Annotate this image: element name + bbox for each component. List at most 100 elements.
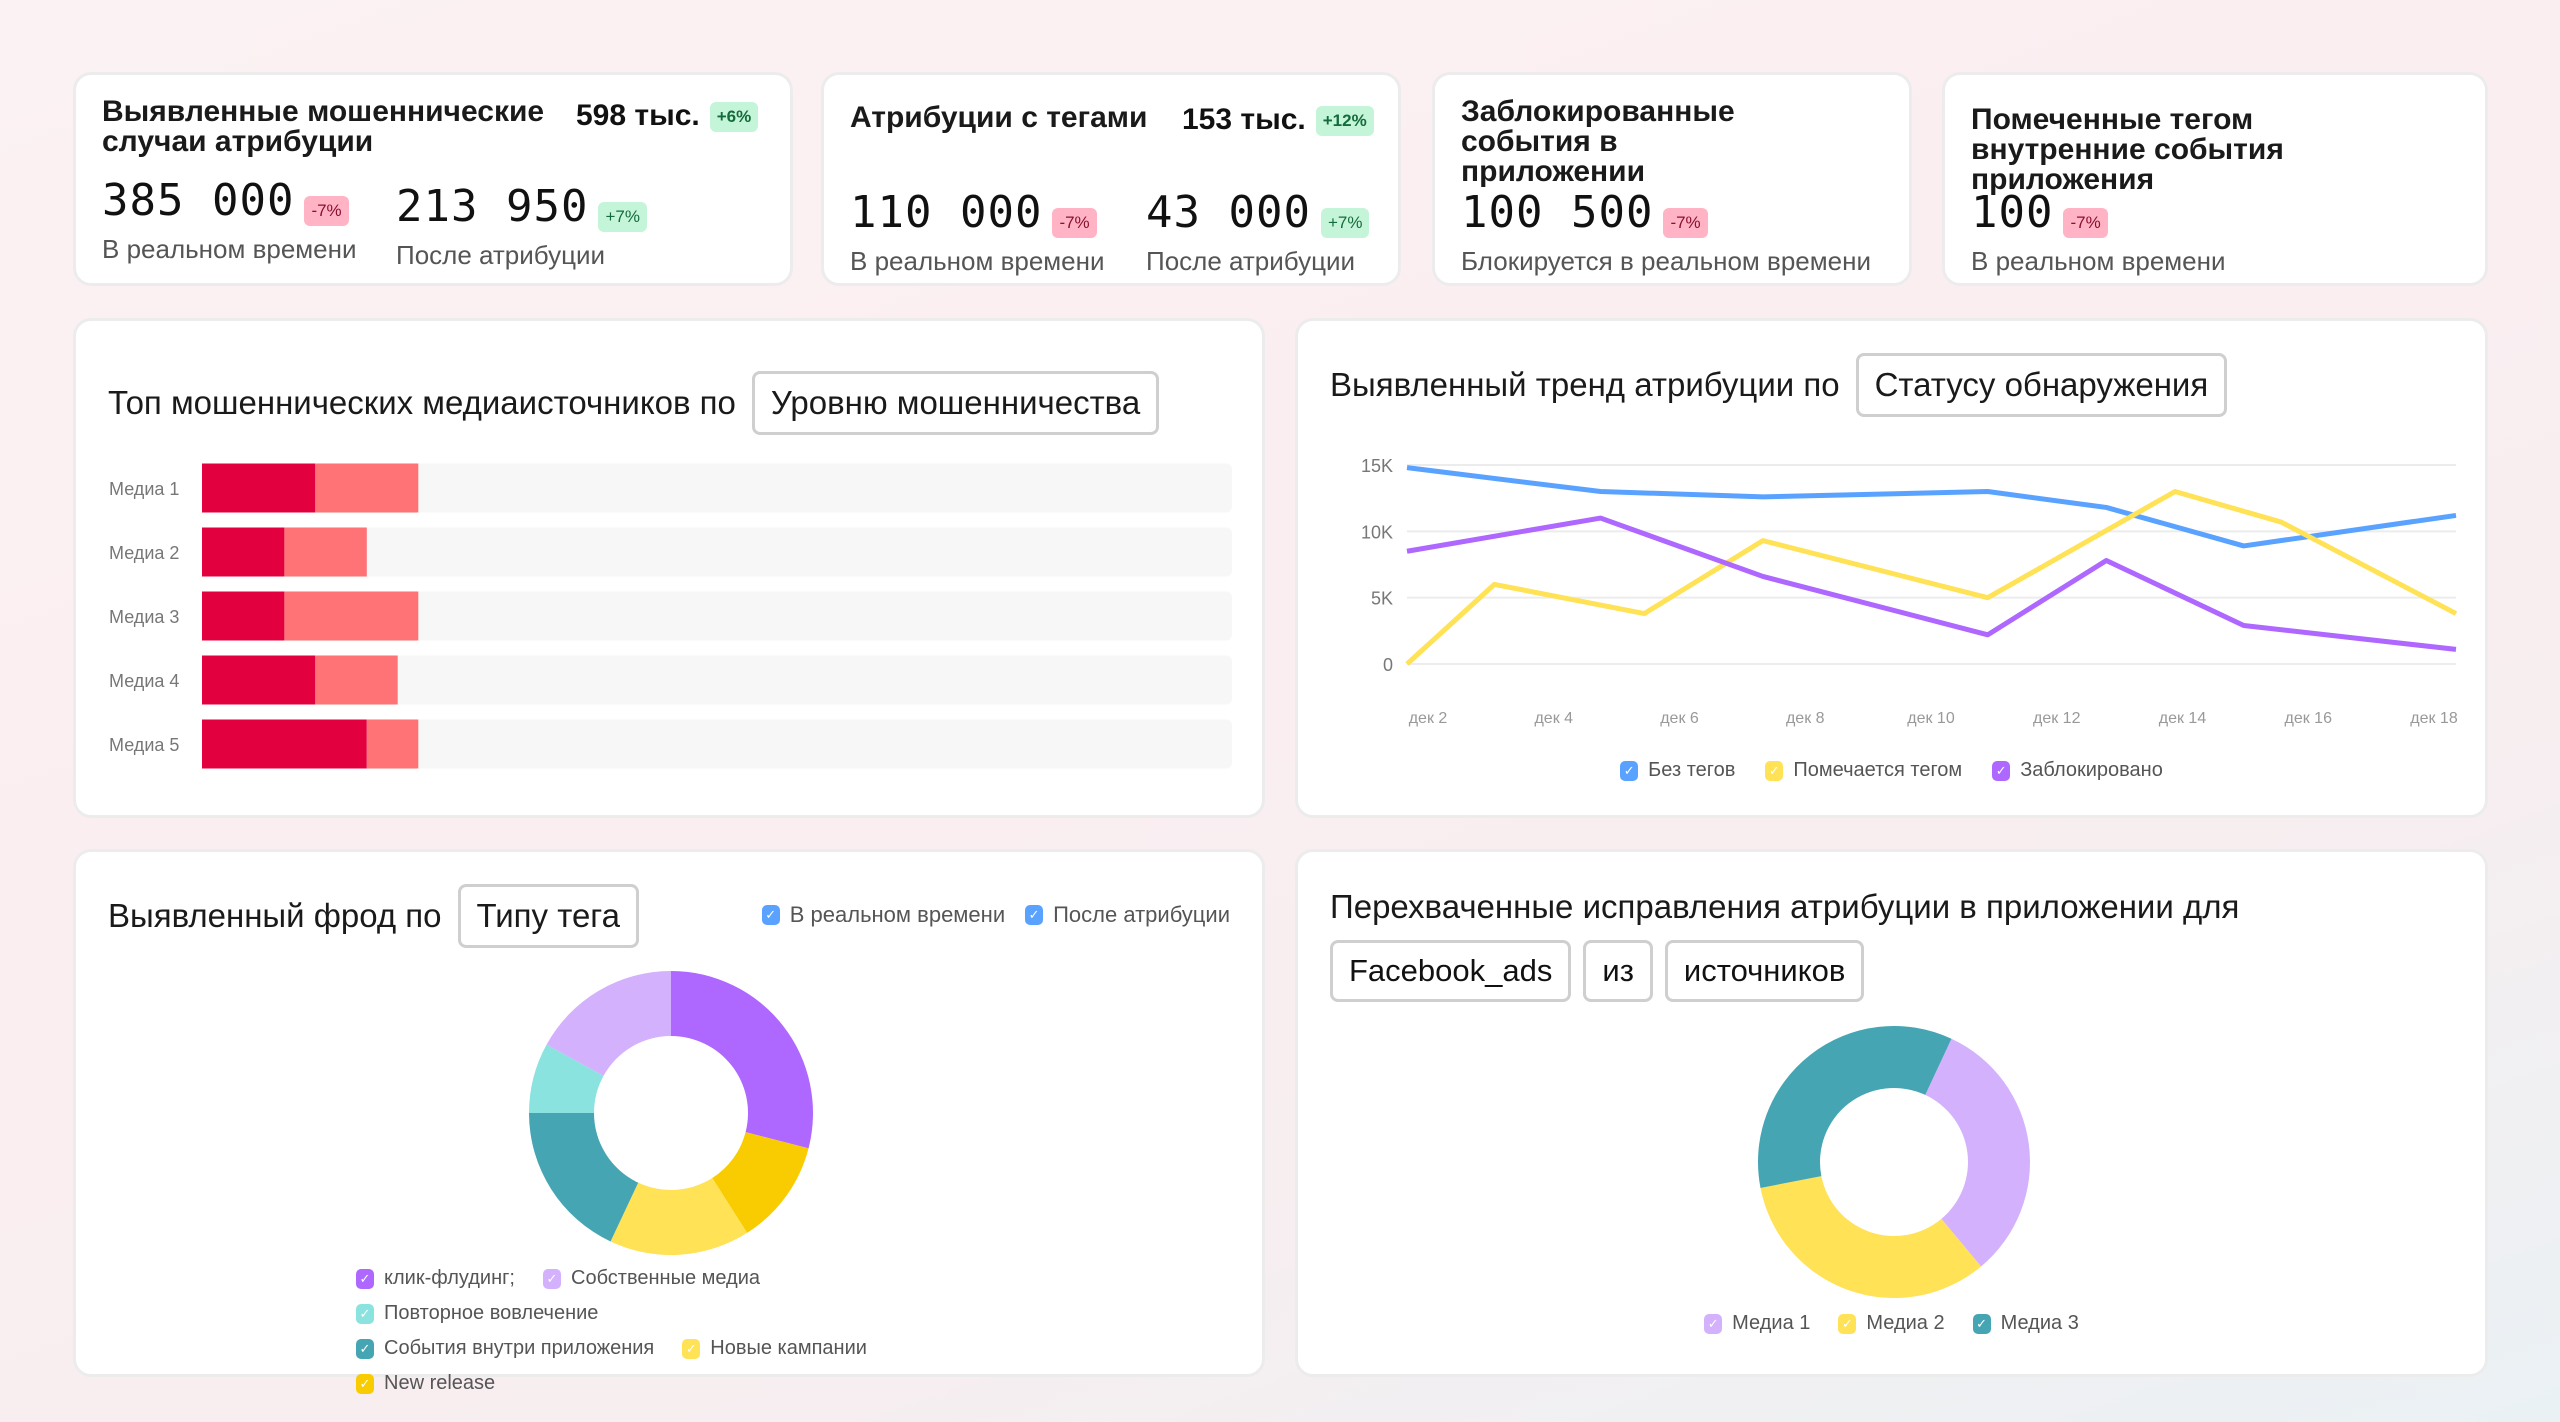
kpi-total: 598 тыс. +6%	[576, 99, 759, 133]
change-badge: +6%	[709, 102, 759, 133]
legend-label: Повторное вовлечение	[384, 1302, 599, 1324]
bar-category-label: Медиа 2	[109, 543, 179, 563]
source-selectors: Facebook_ads из источников	[1330, 940, 1865, 1002]
legend-item[interactable]: ✓ Повторное вовлечение	[356, 1302, 598, 1325]
legend-item[interactable]: ✓ Новые кампании	[682, 1337, 867, 1360]
bar-segment-realtime	[202, 591, 285, 641]
legend-item[interactable]: ✓ Медиа 2	[1838, 1312, 1945, 1335]
legend-label: New release	[384, 1372, 496, 1394]
bar-segment-after-attribution	[315, 655, 398, 705]
checkbox-checked-icon[interactable]: ✓	[1838, 1313, 1857, 1334]
legend-item[interactable]: ✓ Медиа 3	[1972, 1312, 2079, 1335]
legend-item[interactable]: ✓ События внутри приложения	[356, 1337, 654, 1360]
line-legend: ✓ Без тегов ✓ Помечается тегом ✓ Заблокирован…	[1298, 759, 2485, 782]
legend-label: Помечается тегом	[1793, 759, 1963, 781]
fraud-level-selector[interactable]: Уровню мошенничества	[751, 371, 1160, 435]
legend-label: клик-флудинг;	[384, 1267, 515, 1289]
bar-segment-realtime	[202, 527, 285, 577]
x-tick-label: дек 10	[1907, 710, 1955, 727]
bar-segment-after-attribution	[366, 719, 419, 769]
checkbox-checked-icon[interactable]: ✓	[1620, 760, 1639, 781]
legend-label: Медиа 1	[1732, 1312, 1811, 1334]
legend-item[interactable]: ✓ Медиа 1	[1704, 1312, 1810, 1335]
checkbox-checked-icon[interactable]: ✓	[356, 1303, 374, 1324]
metric-value: 385 000	[102, 175, 295, 226]
legend-item[interactable]: ✓ Заблокировано	[1992, 759, 2163, 782]
x-tick-label: дек 8	[1786, 710, 1825, 727]
scope-selector[interactable]: источников	[1664, 940, 1865, 1002]
legend-item[interactable]: ✓ клик-флудинг;	[356, 1267, 515, 1290]
donut-slice	[1758, 1026, 1952, 1188]
panel-title: Перехваченные исправления атрибуции в пр…	[1330, 888, 2239, 926]
bar-category-label: Медиа 1	[109, 479, 179, 499]
panel-title-text: Топ мошеннических медиаисточников по	[108, 384, 736, 421]
checkbox-checked-icon[interactable]: ✓	[356, 1373, 374, 1394]
donut-chart-tag-type	[529, 971, 813, 1255]
panel-title-text: Перехваченные исправления атрибуции в пр…	[1330, 888, 2240, 925]
change-badge: -7%	[304, 195, 349, 226]
metric-post-attribution: 43 000 +7% После атрибуции	[1146, 187, 1370, 277]
kpi-title: Заблокированные события в приложении	[1461, 95, 1735, 188]
checkbox-checked-icon[interactable]: ✓	[1704, 1313, 1723, 1334]
panel-title-text: Выявленный тренд атрибуции по	[1330, 366, 1840, 403]
metric-value: 100 500	[1461, 187, 1654, 238]
toggle-label: После атрибуции	[1053, 902, 1230, 927]
bar-segment-after-attribution	[284, 591, 419, 641]
metric-realtime: 110 000 -7% В реальном времени	[850, 187, 1105, 277]
donut-slice	[1925, 1038, 2030, 1267]
toggle-post-attribution[interactable]: ✓ После атрибуции	[1025, 902, 1230, 928]
donut-slice	[671, 971, 813, 1149]
checkbox-checked-icon[interactable]: ✓	[1765, 760, 1784, 781]
checkbox-checked-icon[interactable]: ✓	[682, 1338, 701, 1359]
legend-label: Заблокировано	[2020, 759, 2163, 781]
x-tick-label: дек 6	[1660, 710, 1699, 727]
y-tick-label: 15K	[1361, 456, 1393, 476]
metric-value: 100	[1971, 187, 2054, 238]
kpi-card-blocked-events: Заблокированные события в приложении 100…	[1432, 72, 1912, 286]
kpi-card-tagged-attributions: Атрибуции с тегами 153 тыс. +12% 110 000-…	[821, 72, 1401, 286]
x-tick-label: дек 2	[1409, 710, 1448, 727]
donut-slice	[546, 971, 671, 1076]
checkbox-checked-icon[interactable]: ✓	[1025, 905, 1044, 925]
connector-selector[interactable]: из	[1583, 940, 1653, 1002]
top-fraud-media-panel: Топ мошеннических медиаисточников по Уров…	[73, 318, 1265, 818]
panel-title-text: Выявленный фрод по	[108, 897, 442, 934]
metric-realtime-blocked: 100 500 -7% Блокируется в реальном времени	[1461, 187, 1871, 277]
checkbox-checked-icon[interactable]: ✓	[356, 1268, 374, 1289]
checkbox-checked-icon[interactable]: ✓	[1972, 1313, 1991, 1334]
checkbox-checked-icon[interactable]: ✓	[1992, 760, 2011, 781]
tag-type-selector[interactable]: Типу тега	[457, 884, 639, 948]
bar-track	[202, 527, 1232, 577]
line-series-1	[1406, 465, 2457, 549]
change-badge: -7%	[2063, 207, 2108, 238]
change-badge: +7%	[1320, 207, 1370, 238]
metric-label: Блокируется в реальном времени	[1461, 246, 1871, 276]
source-selector[interactable]: Facebook_ads	[1330, 940, 1572, 1002]
change-badge: -7%	[1663, 207, 1708, 238]
toggle-realtime[interactable]: ✓ В реальном времени	[761, 902, 1005, 928]
checkbox-checked-icon[interactable]: ✓	[543, 1268, 561, 1289]
line-chart: 0 5K 10K 15K дек 2 дек 4 дек 6 дек 8 дек 10 дек 1…	[1361, 456, 2458, 727]
donut-legend: ✓ Медиа 1 ✓ Медиа 2 ✓ Медиа 3	[1298, 1312, 2485, 1335]
kpi-card-fraud-cases: Выявленные мошеннические случаи атрибуци…	[73, 72, 793, 286]
kpi-title: Атрибуции с тегами	[850, 101, 1148, 134]
detection-status-selector[interactable]: Статусу обнаружения	[1855, 353, 2228, 417]
metric-label: После атрибуции	[396, 240, 606, 270]
y-tick-label: 10K	[1361, 522, 1393, 542]
bar-track	[202, 463, 1232, 513]
panel-title: Топ мошеннических медиаисточников по Уров…	[108, 371, 1160, 435]
bar-category-label: Медиа 4	[109, 671, 179, 691]
bar-segment-after-attribution	[284, 527, 367, 577]
legend-item[interactable]: ✓ Собственные медиа	[543, 1267, 760, 1290]
bar-segment-realtime	[202, 655, 316, 705]
legend-item[interactable]: ✓ New release	[356, 1372, 495, 1395]
kpi-total: 153 тыс. +12%	[1182, 103, 1374, 137]
legend-item[interactable]: ✓ Без тегов	[1620, 759, 1735, 782]
kpi-total-value: 598 тыс.	[576, 99, 700, 132]
kpi-card-tagged-in-app-events: Помеченные тегом внутренние события прил…	[1942, 72, 2488, 286]
legend-item[interactable]: ✓ Помечается тегом	[1765, 759, 1962, 782]
y-tick-label: 0	[1383, 655, 1393, 675]
legend-label: События внутри приложения	[384, 1337, 655, 1359]
checkbox-checked-icon[interactable]: ✓	[761, 905, 780, 925]
checkbox-checked-icon[interactable]: ✓	[356, 1338, 374, 1359]
